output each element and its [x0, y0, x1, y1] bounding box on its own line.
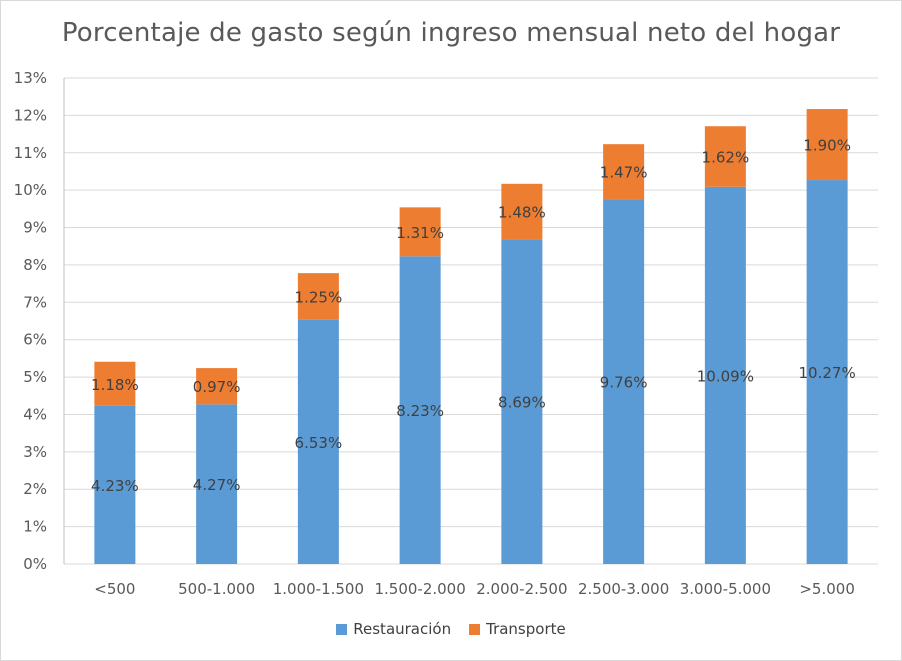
bar-transporte: [399, 207, 441, 257]
y-tick-label: 0%: [23, 555, 47, 573]
y-tick-label: 4%: [23, 405, 47, 423]
bar-transporte: [297, 273, 339, 320]
bar-restauracion: [501, 239, 543, 564]
y-tick-label: 1%: [23, 518, 47, 536]
data-label-restauracion: 4.23%: [91, 477, 139, 495]
data-label-transporte: 1.25%: [295, 289, 343, 307]
bar-restauracion: [94, 405, 136, 564]
x-tick-label: 500-1.000: [178, 580, 255, 598]
legend-label-restauracion: Restauración: [353, 620, 452, 638]
chart-title: Porcentaje de gasto según ingreso mensua…: [61, 18, 841, 48]
legend-item-transporte: Transporte: [469, 620, 566, 638]
y-tick-label: 9%: [23, 219, 47, 237]
data-label-restauracion: 4.27%: [193, 476, 241, 494]
data-label-transporte: 1.18%: [91, 376, 139, 394]
y-tick-label: 13%: [14, 69, 47, 87]
x-tick-label: 2.500-3.000: [578, 580, 669, 598]
y-tick-label: 5%: [23, 368, 47, 386]
bar-restauracion: [196, 404, 238, 564]
x-tick-label: 1.500-2.000: [374, 580, 465, 598]
data-label-transporte: 1.90%: [803, 137, 851, 155]
data-label-transporte: 1.31%: [396, 224, 444, 242]
bar-transporte: [196, 368, 238, 405]
data-label-restauracion: 8.23%: [396, 402, 444, 420]
data-label-transporte: 1.62%: [702, 149, 750, 167]
legend-swatch-restauracion: [336, 623, 348, 635]
bar-transporte: [806, 109, 848, 181]
legend-label-transporte: Transporte: [486, 620, 566, 638]
data-label-restauracion: 8.69%: [498, 394, 546, 412]
y-tick-label: 8%: [23, 256, 47, 274]
legend-item-restauracion: Restauración: [336, 620, 451, 638]
bar-transporte: [704, 126, 746, 187]
y-tick-label: 10%: [14, 181, 47, 199]
bar-transporte: [501, 183, 543, 240]
y-tick-label: 2%: [23, 480, 47, 498]
bar-restauracion: [806, 180, 848, 564]
bar-restauracion: [603, 199, 645, 564]
data-label-transporte: 1.48%: [498, 203, 546, 221]
bar-transporte: [94, 361, 136, 406]
data-label-restauracion: 10.27%: [799, 364, 856, 382]
x-tick-label: 1.000-1.500: [273, 580, 364, 598]
y-tick-label: 7%: [23, 293, 47, 311]
y-tick-label: 3%: [23, 443, 47, 461]
legend-swatch-transporte: [469, 623, 481, 635]
data-label-restauracion: 6.53%: [295, 434, 343, 452]
data-label-restauracion: 10.09%: [697, 367, 754, 385]
x-tick-label: 3.000-5.000: [680, 580, 771, 598]
x-tick-label: >5.000: [799, 580, 855, 598]
bar-transporte: [603, 144, 645, 200]
data-label-transporte: 1.47%: [600, 164, 648, 182]
bar-restauracion: [399, 256, 441, 564]
x-tick-label: <500: [94, 580, 135, 598]
y-tick-label: 6%: [23, 331, 47, 349]
data-label-transporte: 0.97%: [193, 378, 241, 396]
y-tick-label: 11%: [14, 144, 47, 162]
bar-restauracion: [297, 319, 339, 564]
y-tick-label: 12%: [14, 106, 47, 124]
bar-restauracion: [704, 186, 746, 564]
chart-legend: Restauración Transporte: [0, 620, 902, 638]
data-label-restauracion: 9.76%: [600, 374, 648, 392]
x-tick-label: 2.000-2.500: [476, 580, 567, 598]
